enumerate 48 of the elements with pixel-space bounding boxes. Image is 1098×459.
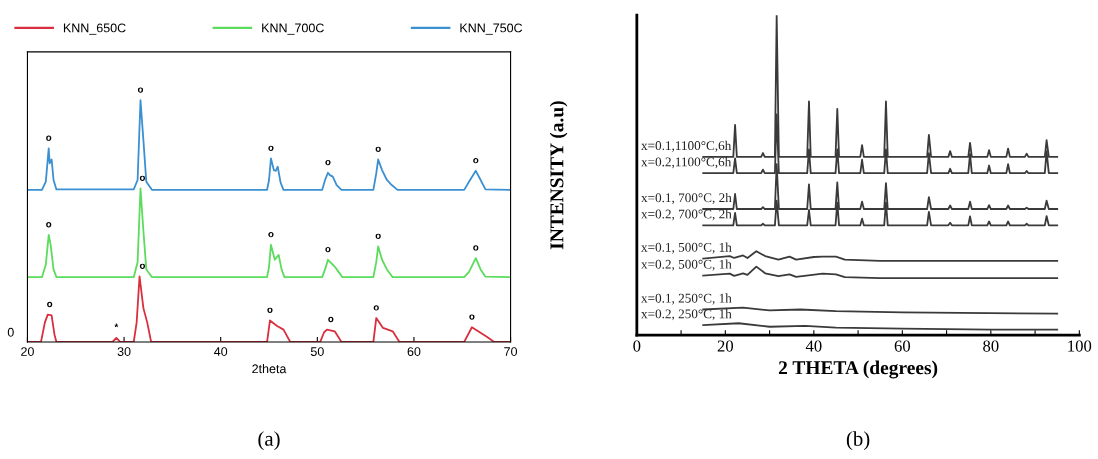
- annotation: o: [473, 245, 479, 251]
- x-tick-label: 60: [894, 340, 911, 352]
- annotation: o: [328, 316, 334, 323]
- x-tick-label: 50: [310, 347, 324, 356]
- x-tick-label: 20: [717, 340, 734, 352]
- annotation: o: [268, 145, 274, 151]
- annotation: o: [267, 307, 273, 313]
- legend-label: KNN_650C: [63, 23, 126, 35]
- x-tick-label: 70: [504, 347, 518, 356]
- series-label: x=0.1, 700°C, 2h: [641, 192, 732, 205]
- x-tick-label: 0: [633, 340, 641, 352]
- x-tick-label: 30: [117, 347, 131, 356]
- series-label: x=0.2, 500°C, 1h: [641, 259, 732, 271]
- legend-label: KNN_750C: [460, 23, 523, 35]
- annotation: o: [375, 146, 381, 152]
- x-tick-label: 60: [407, 347, 421, 356]
- x-tick-label: 40: [805, 340, 822, 352]
- annotation: o: [137, 87, 144, 93]
- annotation: o: [47, 301, 53, 308]
- series-label: x=0.1, 250°C, 1h: [641, 293, 732, 305]
- x-axis-title: 2theta: [252, 364, 287, 374]
- annotation: o: [325, 159, 331, 166]
- annotation: o: [139, 175, 146, 181]
- series-label: x=0.1, 500°C, 1h: [641, 242, 732, 254]
- x-tick-label: 80: [983, 340, 999, 352]
- y-axis-title: INTENSITY (a.u): [549, 101, 568, 250]
- x-axis-title: 2 THETA (degrees): [778, 360, 938, 379]
- annotation: o: [46, 135, 52, 141]
- text: (b): [846, 431, 870, 451]
- annotation: o: [469, 314, 475, 320]
- annotation: o: [46, 222, 52, 228]
- annotation: 0: [7, 327, 14, 337]
- series-label: x=0.2,1100°C,6h: [641, 157, 732, 169]
- series-label: x=0.1,1100°C,6h: [641, 140, 732, 152]
- x-tick-label: 20: [21, 347, 34, 356]
- x-tick-label: 100: [1068, 340, 1092, 352]
- text: (a): [258, 431, 280, 451]
- annotation: *: [114, 323, 119, 328]
- annotation: o: [373, 305, 379, 311]
- series-label: x=0.2, 250°C, 1h: [641, 309, 732, 321]
- legend-label: KNN_700C: [262, 23, 324, 35]
- series-label: x=0.2, 700°C, 2h: [641, 209, 732, 221]
- annotation: o: [139, 263, 146, 269]
- annotation: o: [268, 231, 274, 238]
- annotation: o: [473, 158, 479, 164]
- x-tick-label: 40: [214, 347, 228, 356]
- annotation: o: [325, 246, 331, 253]
- annotation: o: [375, 233, 381, 239]
